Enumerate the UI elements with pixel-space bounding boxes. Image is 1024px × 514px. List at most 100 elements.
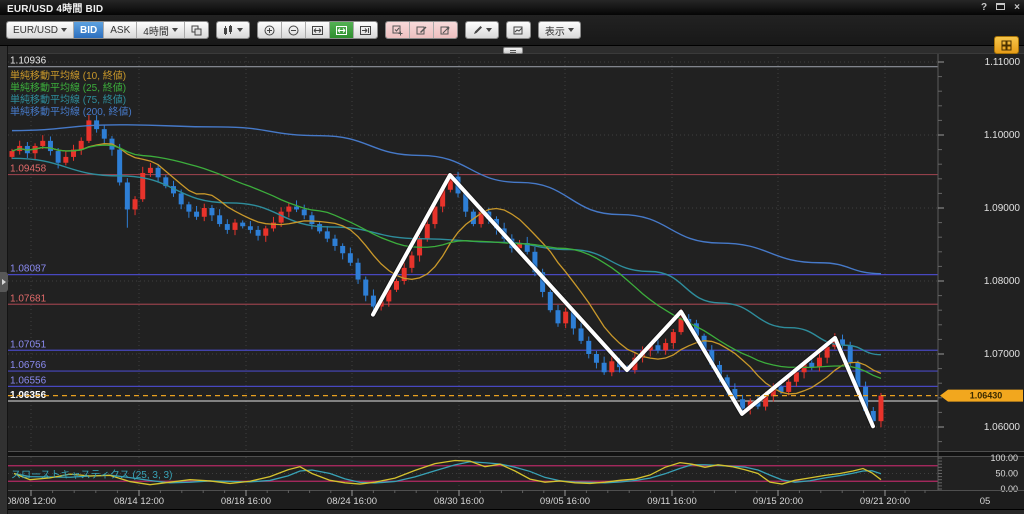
candlestick-chart-icon — [223, 24, 234, 36]
zoom-in-button[interactable] — [257, 22, 282, 38]
maximize-button[interactable] — [996, 0, 1006, 15]
svg-text:08/08 12:00: 08/08 12:00 — [6, 496, 56, 507]
fit-width-icon — [335, 25, 347, 36]
expand-horizontal-icon — [311, 25, 323, 36]
svg-text:08/24 16:00: 08/24 16:00 — [327, 496, 377, 507]
expand-horizontal-button[interactable] — [305, 22, 330, 38]
order-edit-button[interactable] — [409, 22, 434, 38]
compare-charts-button[interactable] — [184, 22, 208, 38]
svg-text:08/30 16:00: 08/30 16:00 — [434, 496, 484, 507]
svg-text:05: 05 — [980, 496, 991, 507]
svg-text:1.06000: 1.06000 — [984, 422, 1021, 433]
ask-button[interactable]: ASK — [104, 22, 138, 38]
svg-text:08/18 16:00: 08/18 16:00 — [221, 496, 271, 507]
price-axis[interactable]: 1.11000 1.10000 1.09000 1.08000 1.07000 1.060… — [937, 46, 1021, 494]
layout-grid-button[interactable] — [994, 36, 1019, 54]
time-axis[interactable]: 08/08 12:00 08/14 12:00 08/18 16:00 08/24 1… — [0, 490, 1024, 507]
svg-text:1.06430: 1.06430 — [970, 391, 1003, 401]
svg-text:1.08000: 1.08000 — [984, 276, 1021, 287]
stochastic-label[interactable]: スローストキャスティクス (25, 3, 3) — [11, 470, 173, 481]
svg-text:1.09000: 1.09000 — [984, 203, 1021, 214]
svg-text:1.07051: 1.07051 — [10, 339, 47, 350]
svg-text:09/15 20:00: 09/15 20:00 — [753, 496, 803, 507]
close-button[interactable]: × — [1014, 2, 1020, 13]
jump-to-latest-button[interactable] — [353, 22, 377, 38]
draw-pencil-button[interactable] — [465, 22, 498, 38]
ma-legend-item[interactable]: 単純移動平均線 (200, 終値) — [10, 107, 132, 118]
order-new-icon — [392, 25, 403, 36]
toolbar: EUR/USD BID ASK 4時間 — [0, 15, 1024, 54]
pane-separator[interactable] — [0, 451, 1024, 457]
zoom-out-icon — [288, 25, 299, 36]
chart-type-group — [215, 21, 250, 39]
ma-line-sma25 — [11, 144, 882, 379]
zoom-group — [256, 21, 378, 39]
order-line-button[interactable] — [433, 22, 457, 38]
overlap-squares-icon — [191, 25, 202, 36]
pair-select[interactable]: EUR/USD — [7, 22, 75, 38]
toolbar-collapse-tab[interactable] — [503, 47, 523, 54]
display-menu-label: 表示 — [544, 26, 565, 38]
zoom-out-button[interactable] — [281, 22, 306, 38]
window-title: EUR/USD 4時間 BID — [7, 4, 104, 15]
layout-grid-icon — [1001, 40, 1012, 51]
ma-line-sma10 — [11, 142, 882, 395]
svg-text:1.07681: 1.07681 — [10, 293, 47, 304]
order-edit-icon — [416, 25, 427, 36]
svg-text:1.06556: 1.06556 — [10, 375, 47, 386]
layout-grid-wrap — [994, 36, 1019, 54]
chevron-down-icon — [485, 28, 492, 32]
ma-legend-item[interactable]: 単純移動平均線 (75, 終値) — [10, 95, 127, 106]
price-level-lines: 1.10936 1.09458 1.08087 1.07681 1.07051 1.067… — [8, 56, 938, 402]
svg-text:1.07000: 1.07000 — [984, 349, 1021, 360]
ma-legend-item[interactable]: 単純移動平均線 (25, 終値) — [10, 83, 127, 94]
display-group: 表示 — [537, 21, 581, 39]
svg-text:08/14 12:00: 08/14 12:00 — [114, 496, 164, 507]
zoom-in-icon — [264, 25, 275, 36]
draw-group — [464, 21, 499, 39]
ma-legend: 単純移動平均線 (10, 終値) 単純移動平均線 (25, 終値) 単純移動平均線 … — [10, 71, 132, 119]
ma-legend-item[interactable]: 単純移動平均線 (10, 終値) — [10, 71, 127, 82]
chevron-down-icon — [567, 28, 574, 32]
quote-group: EUR/USD BID ASK 4時間 — [6, 21, 209, 39]
svg-text:09/21 20:00: 09/21 20:00 — [860, 496, 910, 507]
trend-zigzag[interactable] — [370, 172, 876, 430]
maximize-icon — [996, 3, 1006, 10]
svg-text:100.00: 100.00 — [990, 453, 1018, 463]
pair-select-value: EUR/USD — [13, 24, 59, 36]
timeframe-select[interactable]: 4時間 — [137, 22, 185, 38]
order-new-button[interactable] — [385, 22, 410, 38]
bid-button[interactable]: BID — [74, 22, 105, 38]
jump-to-latest-icon — [359, 25, 371, 36]
stochastic-pane[interactable] — [8, 459, 938, 486]
display-menu-button[interactable]: 表示 — [538, 22, 580, 38]
svg-text:1.10000: 1.10000 — [984, 130, 1021, 141]
fit-width-button[interactable] — [329, 22, 354, 38]
ma-line-sma200 — [11, 124, 882, 275]
svg-text:1.11000: 1.11000 — [985, 57, 1021, 68]
chart-settings-icon — [513, 25, 524, 36]
order-group — [384, 21, 458, 39]
help-button[interactable]: ? — [981, 2, 988, 13]
current-price-badge: 1.06430 — [940, 389, 1023, 402]
window-controls: ? × — [981, 0, 1020, 15]
window-titlebar: EUR/USD 4時間 BID ? × — [0, 0, 1024, 15]
chevron-down-icon — [171, 28, 178, 32]
moving-average-layer — [11, 124, 882, 395]
svg-text:09/05 16:00: 09/05 16:00 — [540, 496, 590, 507]
timeframe-select-value: 4時間 — [143, 26, 169, 38]
stoch-d-line — [13, 461, 882, 484]
settings-group — [505, 21, 531, 39]
chart-type-button[interactable] — [216, 22, 249, 38]
order-line-icon — [440, 25, 451, 36]
svg-text:1.09458: 1.09458 — [10, 164, 47, 175]
svg-text:1.10936: 1.10936 — [10, 56, 47, 67]
svg-text:50.00: 50.00 — [995, 469, 1018, 479]
chevron-down-icon — [61, 28, 68, 32]
grid-layer — [8, 53, 938, 489]
panel-expander-tab[interactable] — [0, 272, 8, 292]
chart-settings-button[interactable] — [506, 22, 530, 38]
svg-text:1.06766: 1.06766 — [10, 360, 47, 371]
